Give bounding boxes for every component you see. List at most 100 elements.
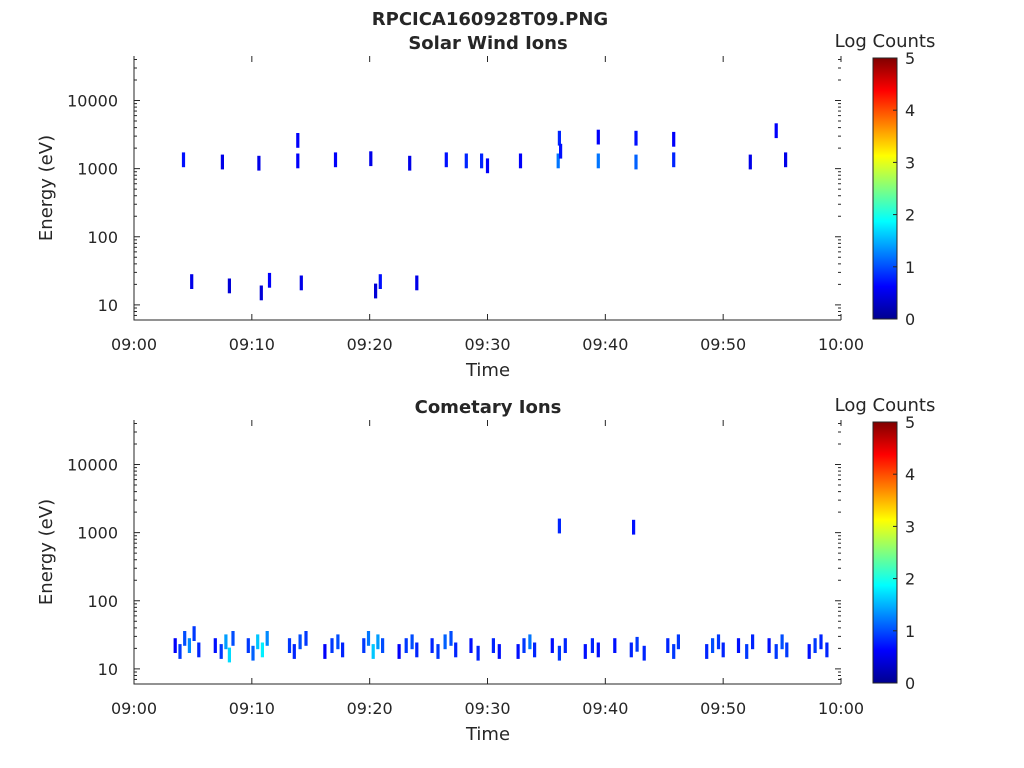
solar-wind-data-cell	[369, 151, 373, 167]
cometary-data-cell	[231, 631, 235, 646]
cometary-x-tick-label: 09:00	[111, 699, 157, 718]
cometary-data-cell	[430, 638, 434, 653]
cometary-data-cell	[197, 642, 201, 658]
solar-wind-xlabel: Time	[465, 360, 510, 381]
cometary-data-cell	[298, 634, 302, 650]
cometary-x-tick-label: 10:00	[818, 699, 864, 718]
cometary-data-cell	[516, 644, 520, 659]
solar-wind-data-cell	[485, 158, 490, 174]
solar-wind-data-cell	[415, 275, 419, 291]
solar-wind-data-cell	[444, 152, 448, 168]
cometary-data-cell	[825, 642, 829, 658]
cometary-data-cell	[292, 644, 296, 659]
cometary-data-cell	[785, 642, 789, 658]
cometary-data-cell	[178, 644, 182, 659]
cometary-data-cell	[219, 644, 223, 659]
solar-wind-data-cell	[374, 283, 378, 299]
cometary-data-cell	[341, 642, 345, 658]
cometary-data-cell	[287, 638, 292, 653]
solar-wind-data-cell	[518, 153, 523, 169]
solar-wind-data-cell	[672, 131, 676, 147]
cometary-data-cell	[563, 638, 567, 653]
solar-wind-y-tick-label: 10000	[67, 92, 118, 111]
solar-wind-data-cell	[257, 155, 261, 171]
solar-wind-x-tick-label: 10:00	[818, 335, 864, 354]
cometary-data-cell	[813, 638, 817, 653]
solar-wind-x-tick-label: 09:40	[582, 335, 628, 354]
cometary-x-tick-label: 09:20	[347, 699, 393, 718]
cometary-data-cell	[256, 634, 260, 650]
solar-wind-y-tick-label: 1000	[77, 160, 118, 179]
solar-wind-data-cell	[634, 130, 638, 146]
cometary-axes	[133, 420, 841, 685]
solar-wind-data-cell	[748, 154, 752, 170]
cometary-data-cell	[528, 634, 532, 650]
cometary-y-tick-label: 1000	[77, 524, 118, 543]
solar-wind-data-cell	[378, 274, 382, 289]
solar-wind-y-tick-label: 100	[87, 228, 118, 247]
cometary-data-cell	[410, 634, 414, 650]
solar-wind-data-cell	[556, 153, 560, 169]
cometary-data-cell	[376, 634, 380, 650]
solar-wind-y-tick-label: 10	[98, 296, 118, 315]
cometary-data-cell	[721, 642, 725, 658]
cometary-colorbar-label: Log Counts	[835, 395, 936, 416]
cometary-colorbar-tick-label: 3	[905, 517, 915, 536]
cometary-data-cell	[642, 645, 646, 661]
solar-wind-data-cell	[220, 154, 224, 170]
solar-wind-x-tick-label: 09:10	[229, 335, 275, 354]
cometary-y-tick-label: 10000	[67, 456, 118, 475]
solar-wind-data-cell	[259, 285, 263, 301]
cometary-data-cell	[330, 638, 334, 653]
solar-wind-x-tick-label: 09:50	[700, 335, 746, 354]
figure-title: RPCICA160928T09.PNG	[372, 9, 608, 30]
cometary-data-cell	[497, 644, 501, 659]
solar-wind-data-cell	[557, 130, 561, 146]
solar-wind-data-cell	[464, 153, 468, 169]
cometary-data-cell	[476, 645, 480, 661]
cometary-data-cell	[371, 644, 375, 659]
cometary-data-cell	[522, 638, 526, 653]
cometary-data-cell	[183, 631, 187, 646]
solar-wind-x-tick-label: 09:00	[111, 335, 157, 354]
solar-wind-x-tick-label: 09:30	[464, 335, 510, 354]
cometary-data-cell	[557, 645, 561, 661]
cometary-data-cell	[632, 519, 636, 535]
cometary-data-cell	[705, 644, 709, 659]
solar-wind-data-cell	[634, 154, 638, 170]
solar-wind-data-cell	[299, 275, 303, 291]
cometary-data-cell	[629, 642, 633, 658]
solar-wind-data-cell	[774, 123, 778, 139]
cometary-data-cell	[774, 644, 778, 659]
cometary-ions-panel: Cometary Ions Time Energy (eV) Log Count…	[36, 395, 935, 745]
solar-wind-data-cell	[784, 152, 788, 168]
cometary-data-cell	[415, 642, 419, 658]
cometary-data-cell	[469, 638, 473, 653]
cometary-data-cell	[304, 631, 308, 646]
cometary-data-cell	[404, 638, 408, 653]
cometary-data-cell	[227, 647, 231, 663]
cometary-data-cell	[436, 644, 440, 659]
cometary-data-cell	[491, 638, 495, 653]
solar-wind-colorbar-tick-label: 1	[905, 258, 915, 277]
solar-wind-data-cell	[596, 129, 600, 145]
cometary-data-cell	[550, 638, 554, 653]
cometary-data-cell	[807, 644, 811, 659]
cometary-x-tick-label: 09:10	[229, 699, 275, 718]
cometary-data-cell	[767, 638, 771, 653]
cometary-data-cell	[533, 642, 537, 658]
cometary-data-cell	[187, 638, 191, 653]
cometary-data-cell	[260, 642, 264, 658]
cometary-data-cell	[213, 638, 217, 653]
cometary-data-cell	[265, 631, 269, 646]
cometary-data-cell	[819, 634, 823, 650]
cometary-data-cell	[246, 638, 250, 653]
cometary-data-cell	[596, 642, 600, 658]
cometary-data-cell	[381, 638, 385, 653]
cometary-data-cell	[635, 636, 639, 652]
cometary-y-tick-label: 100	[87, 592, 118, 611]
cometary-colorbar-tick-label: 0	[905, 674, 915, 693]
cometary-colorbar-tick-label: 2	[905, 570, 915, 589]
cometary-data-cell	[443, 634, 447, 650]
